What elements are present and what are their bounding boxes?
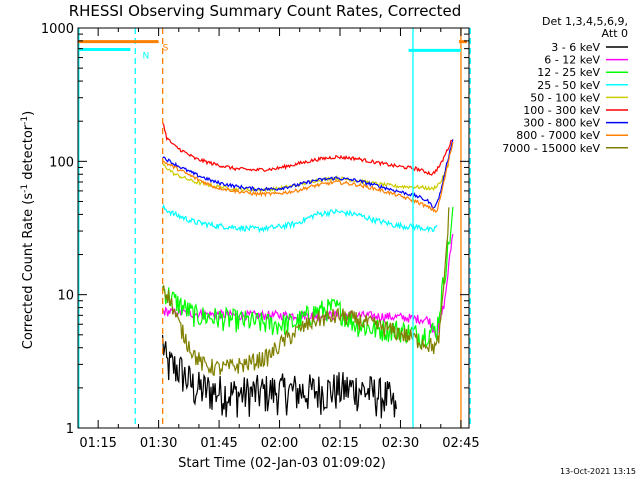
legend-label-6-12-kev: 6 - 12 keV [544,54,600,67]
legend-label-300-800-kev: 300 - 800 keV [523,117,600,130]
series-line-100-300-kev [162,122,454,176]
chart-title: RHESSI Observing Summary Count Rates, Co… [69,2,462,20]
x-axis-label: Start Time (02-Jan-03 01:09:02) [178,456,386,471]
series-line-6-12-kev [162,233,454,340]
footer-timestamp: 13-Oct-2021 13:15 [560,467,636,476]
y-tick-label: 1000 [41,22,74,37]
horizontal-bars: SN [78,40,467,61]
legend-attenuator: Att 0 [602,27,628,40]
x-tick-label: 02:15 [321,436,358,451]
legend-label-12-25-kev: 12 - 25 keV [537,66,600,79]
series-line-300-800-kev [162,139,454,211]
x-tick-label: 01:30 [140,436,177,451]
series-line-7000-15000-kev [162,207,450,377]
x-tick-label: 02:30 [382,436,419,451]
data-layer [162,122,454,419]
legend-header: Det 1,3,4,5,6,9, [542,15,628,28]
y-tick-label: 10 [57,289,74,304]
x-tick-label: 01:15 [79,436,116,451]
series-line-800-7000-kev [162,141,454,213]
series-line-3-6-kev [162,334,397,419]
series-line-12-25-kev [162,206,454,350]
x-tick-label: 01:45 [200,436,237,451]
y-tick-label: 1 [66,422,74,437]
flag-label-n: N [142,51,149,61]
legend-label-100-300-kev: 100 - 300 keV [523,104,600,117]
x-tick-label: 02:00 [261,436,298,451]
legend-label-3-6-kev: 3 - 6 keV [551,41,600,54]
axis-ticks: 01:15 01:30 01:45 02:00 02:15 02:30 02:45 1 10 10… [41,22,480,451]
y-tick-label: 100 [49,155,74,170]
vertical-markers [78,28,471,428]
flag-label-s: S [163,44,169,54]
legend-label-25-50-kev: 25 - 50 keV [537,79,600,92]
y-axis-label: Corrected Count Rate (s-1 detector-1) [20,111,36,349]
x-tick-label: 02:45 [442,436,479,451]
legend-label-7000-15000-kev: 7000 - 15000 keV [502,142,600,155]
plot-frame [77,27,470,429]
legend-label-50-100-kev: 50 - 100 keV [530,91,600,104]
legend-label-800-7000-kev: 800 - 7000 keV [516,129,600,142]
series-line-25-50-kev [162,203,438,234]
